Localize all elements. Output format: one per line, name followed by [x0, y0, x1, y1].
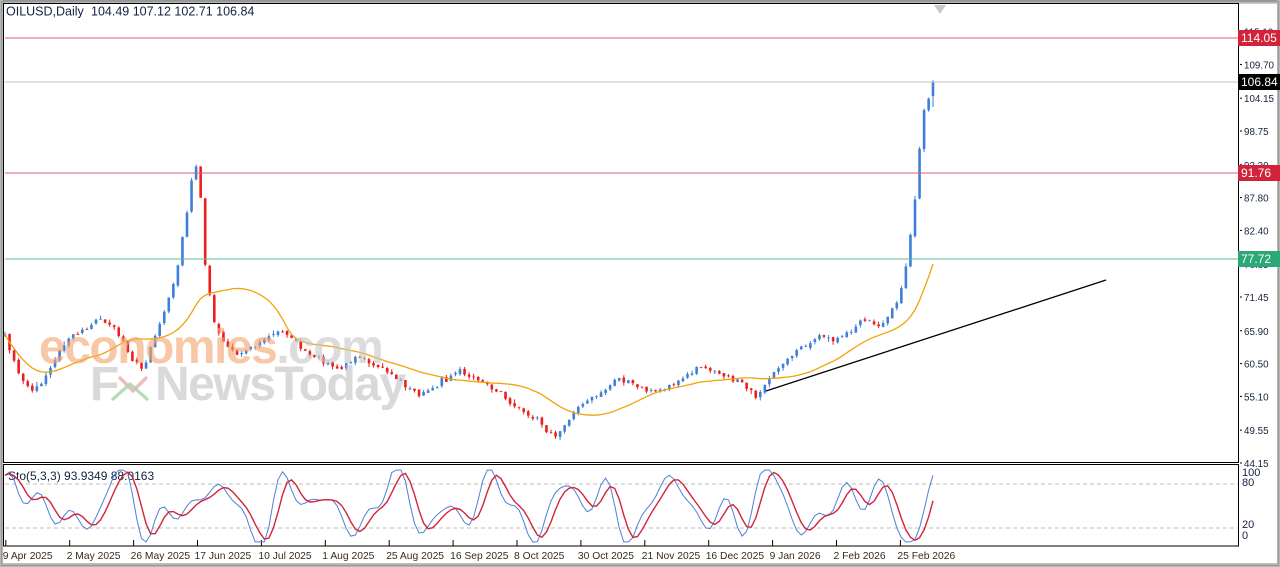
svg-text:71.45: 71.45 [1244, 293, 1269, 304]
svg-text:10 Jul 2025: 10 Jul 2025 [258, 551, 312, 562]
svg-text:106.84: 106.84 [1241, 75, 1278, 89]
svg-text:OILUSD,Daily: OILUSD,Daily [6, 5, 85, 19]
svg-text:16 Dec 2025: 16 Dec 2025 [706, 551, 765, 562]
svg-text:30 Oct 2025: 30 Oct 2025 [578, 551, 634, 562]
svg-text:2 May 2025: 2 May 2025 [67, 551, 121, 562]
svg-text:0: 0 [1242, 530, 1248, 542]
svg-text:8 Oct 2025: 8 Oct 2025 [514, 551, 565, 562]
svg-text:2 Feb 2026: 2 Feb 2026 [834, 551, 886, 562]
svg-text:21 Nov 2025: 21 Nov 2025 [642, 551, 701, 562]
svg-text:109.70: 109.70 [1244, 60, 1275, 71]
svg-text:F: F [90, 358, 118, 411]
svg-text:65.90: 65.90 [1244, 327, 1269, 338]
svg-text:104.49 107.12 102.71 106.84: 104.49 107.12 102.71 106.84 [91, 5, 254, 19]
svg-text:80: 80 [1242, 477, 1254, 489]
svg-text:16 Sep 2025: 16 Sep 2025 [450, 551, 509, 562]
svg-text:25 Feb 2026: 25 Feb 2026 [897, 551, 955, 562]
svg-text:9 Apr 2025: 9 Apr 2025 [3, 551, 53, 562]
svg-text:77.72: 77.72 [1241, 252, 1271, 266]
svg-text:87.80: 87.80 [1244, 194, 1269, 205]
svg-text:104.15: 104.15 [1244, 94, 1275, 105]
svg-text:49.55: 49.55 [1244, 426, 1269, 437]
svg-text:82.40: 82.40 [1244, 226, 1269, 237]
svg-text:25 Aug 2025: 25 Aug 2025 [386, 551, 444, 562]
svg-text:91.76: 91.76 [1241, 166, 1271, 180]
svg-text:9 Jan 2026: 9 Jan 2026 [770, 551, 821, 562]
svg-text:26 May 2025: 26 May 2025 [131, 551, 191, 562]
svg-text:17 Jun 2025: 17 Jun 2025 [195, 551, 252, 562]
svg-text:NewsToday: NewsToday [155, 358, 406, 411]
svg-text:60.50: 60.50 [1244, 360, 1269, 371]
svg-text:98.75: 98.75 [1244, 127, 1269, 138]
svg-text:1 Aug 2025: 1 Aug 2025 [322, 551, 374, 562]
svg-text:55.10: 55.10 [1244, 392, 1269, 403]
svg-text:114.05: 114.05 [1241, 31, 1277, 45]
